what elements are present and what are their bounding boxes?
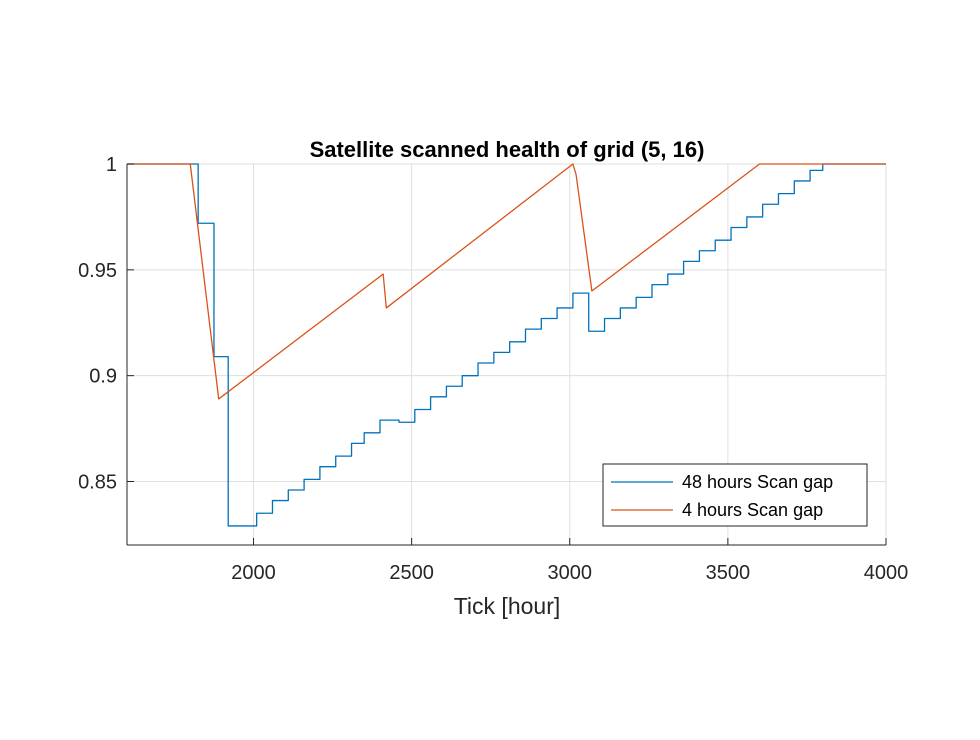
legend-box [602, 463, 868, 527]
series-lines [127, 163, 886, 527]
legend: 48 hours Scan gap 4 hours Scan gap [602, 463, 868, 527]
series-line-0 [127, 163, 886, 527]
x-tick-label-3: 3500 [706, 562, 751, 584]
series-line-1 [127, 163, 886, 400]
x-axis-title: Tick [hour] [454, 593, 561, 619]
x-tick-label-0: 2000 [231, 562, 276, 584]
chart-title: Satellite scanned health of grid (5, 16) [310, 137, 705, 162]
tick-labels: 2000 2500 3000 3500 4000 0.85 0.9 0.95 1 [78, 154, 908, 584]
x-tick-label-2: 3000 [548, 562, 593, 584]
x-tick-label-1: 2500 [389, 562, 434, 584]
legend-label-48h: 48 hours Scan gap [682, 472, 833, 492]
legend-label-4h: 4 hours Scan gap [682, 500, 823, 520]
y-tick-label-2: 0.95 [78, 260, 117, 282]
y-tick-label-3: 1 [106, 154, 117, 176]
y-tick-label-1: 0.9 [89, 366, 117, 388]
axes [126, 163, 887, 546]
x-tick-label-4: 4000 [864, 562, 909, 584]
y-tick-label-0: 0.85 [78, 472, 117, 494]
